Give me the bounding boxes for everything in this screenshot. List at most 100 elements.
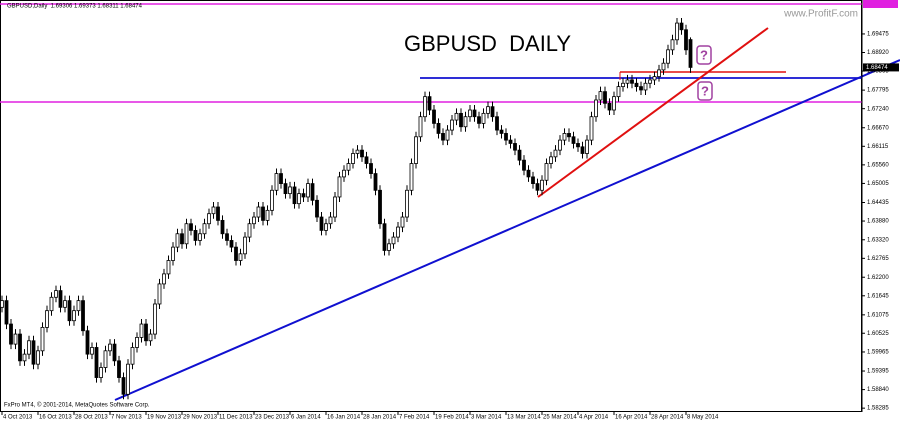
y-tick-label: 1.65005 xyxy=(867,181,889,187)
y-tick-label: 1.64435 xyxy=(867,200,889,206)
candle-body xyxy=(472,109,477,118)
candle-body xyxy=(85,330,90,355)
candle-body xyxy=(72,310,76,322)
candle-body xyxy=(148,333,153,342)
candle-body xyxy=(292,186,297,205)
candle-body xyxy=(355,149,360,154)
candle-body xyxy=(540,179,544,191)
x-tick-label: 4 Apr 2014 xyxy=(579,415,609,421)
candle-body xyxy=(9,323,13,345)
candle-body xyxy=(99,367,103,378)
candle-body xyxy=(135,337,139,348)
candle-body xyxy=(562,133,567,141)
candle-body xyxy=(130,347,135,365)
y-tick-label: 1.65560 xyxy=(867,162,889,168)
candle-body xyxy=(153,303,157,335)
question-box xyxy=(697,81,713,101)
candle-body xyxy=(486,106,490,114)
candle-body xyxy=(585,139,589,154)
candle-body xyxy=(351,153,355,164)
candle-body xyxy=(684,29,688,51)
x-tick-label: 28 Oct 2013 xyxy=(75,415,108,421)
candle-body xyxy=(499,129,504,134)
candle-body xyxy=(337,176,342,198)
candle-body xyxy=(346,163,351,171)
candle-body xyxy=(666,49,670,64)
candle-body xyxy=(36,350,40,365)
candle-body xyxy=(220,219,225,235)
candle-body xyxy=(405,189,409,218)
candle-body xyxy=(198,233,202,241)
candle-body xyxy=(391,236,396,245)
y-tick-label: 1.66670 xyxy=(867,125,889,131)
y-tick-label: 1.67795 xyxy=(867,88,889,94)
candle-body xyxy=(94,347,99,378)
candle-body xyxy=(495,116,499,131)
candle-body xyxy=(4,300,9,325)
candle-body xyxy=(54,290,58,298)
blue-trendline xyxy=(114,59,900,401)
candle-body xyxy=(211,206,216,215)
candle-body xyxy=(661,62,666,71)
candle-body xyxy=(630,79,634,84)
candle-body xyxy=(517,149,522,161)
candle-body xyxy=(459,112,463,128)
candle-body xyxy=(288,186,292,195)
candle-body xyxy=(508,139,513,144)
candle-body xyxy=(261,206,265,221)
candle-body xyxy=(598,91,603,101)
candle-body xyxy=(319,216,324,231)
candle-body xyxy=(333,196,337,218)
candle-body xyxy=(324,223,328,231)
level-tag xyxy=(863,0,898,8)
candle-body xyxy=(274,173,279,191)
y-tick-label: 1.66115 xyxy=(867,144,889,150)
x-tick-label: 19 Nov 2013 xyxy=(147,415,182,421)
candle-body xyxy=(418,116,423,138)
candle-body xyxy=(265,209,270,221)
candle-body xyxy=(63,300,67,308)
candle-body xyxy=(396,226,400,238)
candle-body xyxy=(297,193,301,205)
candle-body xyxy=(279,173,283,184)
candle-body xyxy=(648,79,652,84)
candle-body xyxy=(400,216,405,228)
candle-body xyxy=(481,112,486,124)
candle-body xyxy=(306,183,310,198)
candle-body xyxy=(522,159,526,171)
candle-body xyxy=(112,343,117,362)
candle-body xyxy=(283,183,288,195)
candle-body xyxy=(603,91,607,104)
x-tick-label: 3 Mar 2014 xyxy=(471,415,502,421)
candle-body xyxy=(436,122,441,134)
chart-title: GBPUSD DAILY xyxy=(404,31,571,56)
x-tick-label: 16 Oct 2013 xyxy=(39,415,72,421)
candle-body xyxy=(427,96,432,111)
candle-body xyxy=(621,82,625,88)
y-tick-label: 1.59965 xyxy=(867,350,889,356)
candle-body xyxy=(189,223,193,231)
candle-body xyxy=(657,69,661,77)
price-marker-box xyxy=(863,63,899,72)
candle-body xyxy=(373,173,378,191)
candle-body xyxy=(594,99,598,118)
x-tick-label: 6 Jan 2014 xyxy=(291,415,321,421)
candle-body xyxy=(414,136,418,164)
candle-body xyxy=(310,183,315,201)
candle-body xyxy=(252,216,256,225)
candle-body xyxy=(468,109,472,118)
question-mark: ? xyxy=(700,47,708,62)
candle-body xyxy=(567,133,571,138)
candle-body xyxy=(477,116,481,124)
candle-body xyxy=(616,86,621,98)
x-tick-label: 25 Mar 2014 xyxy=(543,415,577,421)
candle-body xyxy=(58,290,63,308)
candle-body xyxy=(423,96,427,118)
candle-body xyxy=(81,300,85,332)
candle-body xyxy=(225,233,229,241)
candle-body xyxy=(652,76,657,81)
y-tick-label: 1.67240 xyxy=(867,106,889,112)
candle-body xyxy=(184,223,189,245)
candle-body xyxy=(679,22,684,31)
